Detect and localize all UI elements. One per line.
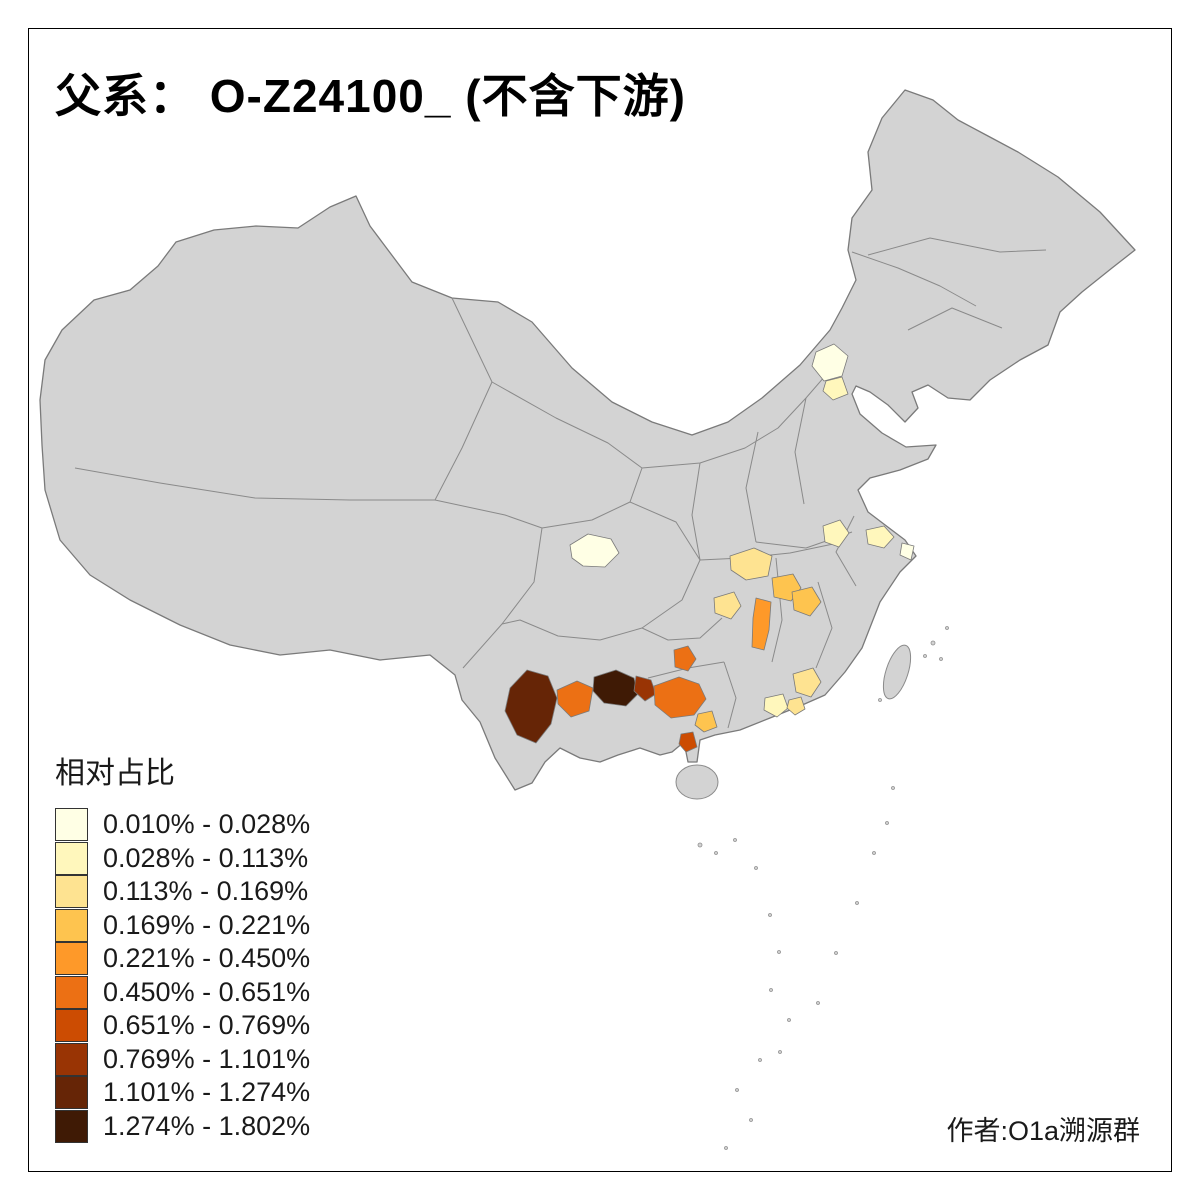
region-yunnan-west [504,669,558,744]
legend-swatch [55,1009,88,1043]
legend-row: 0.028% - 0.113% [55,841,310,876]
region-guangdong-central [763,693,789,718]
region-jiangsu-south [865,525,895,549]
legend-bin-label: 0.651% - 0.769% [103,1010,311,1041]
legend-bin-label: 0.010% - 0.028% [103,809,311,840]
legend-bin-label: 1.274% - 1.802% [103,1110,311,1141]
legend-bin-label: 0.113% - 0.169% [103,876,309,907]
legend-row: 0.221% - 0.450% [55,942,310,976]
legend-row: 0.113% - 0.169% [55,875,310,909]
legend-bin-label: 0.221% - 0.450% [103,943,311,974]
legend-swatch [55,942,88,976]
region-jiangxi-west [791,586,822,617]
small-islands [697,626,949,1150]
region-tianjin [822,376,849,401]
region-hunan-west [713,591,742,620]
legend-swatch [55,975,88,1009]
legend-row: 1.274% - 1.802% [55,1109,311,1144]
region-hubei-southwest [729,547,773,581]
legend-row: 0.450% - 0.651% [55,975,311,1010]
legend-swatch [55,1076,88,1110]
colored-regions [504,343,915,753]
legend-swatch [55,808,88,842]
region-guangxi-central [653,676,707,719]
region-sichuan-central [569,533,620,568]
region-leizhou-peninsula [678,731,698,753]
region-guangdong-north [792,667,822,698]
figure-title: 父系： O-Z24100_ (不含下游) [55,70,686,122]
legend-row: 0.169% - 0.221% [55,908,311,943]
legend: 相对占比 0.010% - 0.028% 0.028% - 0.113% 0.1… [55,748,310,1143]
region-guizhou-south-spur [673,645,697,672]
china-mainland-outline [39,89,1136,791]
region-guangxi-southeast [694,710,718,733]
legend-row: 0.769% - 1.101% [55,1042,311,1077]
legend-bin-label: 0.450% - 0.651% [103,976,311,1007]
region-shanghai [899,542,915,561]
region-yunnan-central [556,680,594,718]
legend-swatch [55,1042,88,1076]
legend-swatch [55,908,88,942]
legend-swatch [55,1109,88,1143]
region-yunnan-east [592,669,639,707]
region-guangdong-east [786,696,806,716]
legend-title: 相对占比 [55,757,175,790]
legend-bin-label: 0.769% - 1.101% [103,1043,311,1074]
legend-bin-label: 0.028% - 0.113% [103,842,309,873]
islands [675,644,912,800]
legend-swatch [55,875,88,909]
legend-bin-label: 1.101% - 1.274% [103,1077,311,1108]
province-borders [74,237,1047,729]
legend-row: 0.010% - 0.028% [55,808,310,842]
taiwan-island [882,644,912,700]
legend-row: 0.651% - 0.769% [55,1009,310,1043]
author-credit: 作者:O1a溯源群 [946,1116,1140,1146]
region-hunan-central-strip [751,597,772,651]
legend-row: 1.101% - 1.274% [55,1076,310,1110]
region-guizhou-southwest [633,675,657,702]
legend-bin-label: 0.169% - 0.221% [103,909,311,940]
region-anhui-central [822,519,850,548]
legend-swatch [55,841,88,875]
region-beijing-north [811,343,849,382]
hainan-island [675,764,719,800]
